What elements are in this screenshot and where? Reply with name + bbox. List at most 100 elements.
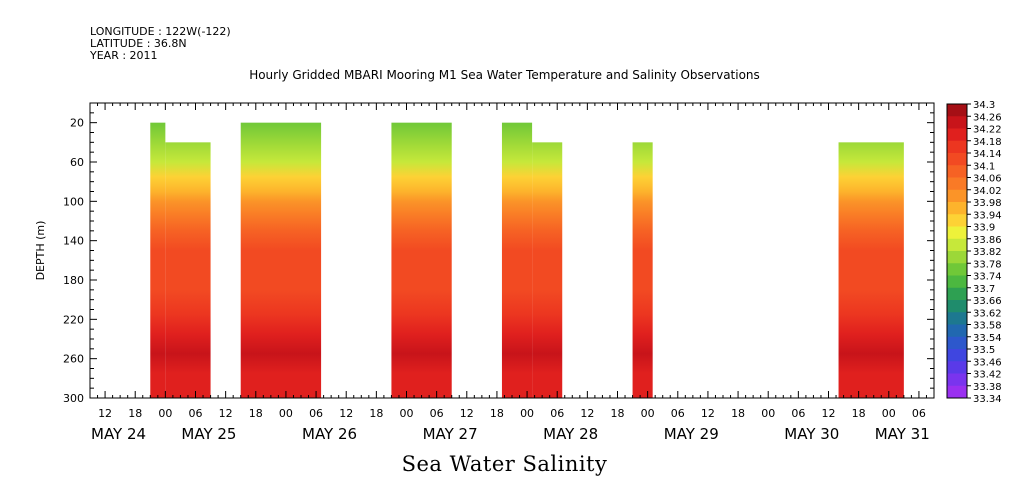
- salinity-block: [532, 142, 563, 398]
- x-tick-label: 12: [580, 407, 594, 420]
- x-tick-label: 00: [761, 407, 775, 420]
- x-tick-label: 18: [490, 407, 504, 420]
- x-tick-label: 18: [611, 407, 625, 420]
- x-tick-label: 18: [369, 407, 383, 420]
- colorbar-label: 33.78: [973, 259, 1002, 270]
- x-tick-label: 18: [249, 407, 263, 420]
- x-tick-label: 18: [128, 407, 142, 420]
- x-tick-label: 12: [701, 407, 715, 420]
- x-day-label: MAY 31: [875, 425, 930, 443]
- colorbar-swatch: [947, 251, 967, 264]
- colorbar-label: 33.7: [973, 284, 995, 295]
- x-axis-label: Sea Water Salinity: [401, 452, 608, 476]
- colorbar-swatch: [947, 287, 967, 301]
- colorbar-label: 34.26: [973, 112, 1002, 123]
- chart-title: Hourly Gridded MBARI Mooring M1 Sea Wate…: [249, 68, 760, 82]
- year-label: YEAR : 2011: [90, 49, 158, 62]
- colorbar-label: 33.42: [973, 370, 1002, 381]
- salinity-block: [391, 122, 452, 398]
- x-tick-label: 00: [400, 407, 414, 420]
- x-tick-label: 12: [822, 407, 836, 420]
- colorbar-swatch: [947, 116, 967, 129]
- y-tick-label: 220: [63, 313, 84, 326]
- colorbar-swatch: [947, 275, 967, 289]
- salinity-block: [632, 142, 653, 398]
- x-tick-label: 12: [339, 407, 353, 420]
- colorbar-label: 33.38: [973, 382, 1002, 393]
- colorbar-swatch: [947, 226, 967, 240]
- x-tick-label: 00: [279, 407, 293, 420]
- colorbar-label: 33.66: [973, 296, 1002, 307]
- colorbar-label: 33.46: [973, 357, 1002, 368]
- y-tick-label: 300: [63, 392, 84, 405]
- latitude-label: LATITUDE : 36.8N: [90, 37, 187, 50]
- colorbar-label: 34.02: [973, 186, 1002, 197]
- colorbar-label: 33.34: [973, 394, 1002, 405]
- x-tick-label: 06: [550, 407, 564, 420]
- colorbar-swatch: [947, 312, 967, 325]
- colorbar-label: 33.82: [973, 247, 1002, 258]
- y-tick-label: 100: [63, 195, 84, 208]
- x-day-label: MAY 30: [784, 425, 839, 443]
- colorbar-swatch: [947, 361, 967, 374]
- colorbar-label: 33.62: [973, 308, 1002, 319]
- colorbar-label: 34.3: [973, 100, 995, 111]
- x-day-label: MAY 28: [543, 425, 598, 443]
- salinity-block: [240, 122, 322, 398]
- colorbar-label: 33.94: [973, 210, 1002, 221]
- x-tick-label: 06: [671, 407, 685, 420]
- x-day-label: MAY 26: [302, 425, 357, 443]
- x-tick-label: 00: [520, 407, 534, 420]
- colorbar-swatch: [947, 263, 967, 276]
- x-tick-label: 00: [641, 407, 655, 420]
- x-tick-label: 06: [309, 407, 323, 420]
- colorbar-label: 33.9: [973, 223, 995, 234]
- colorbar-swatch: [947, 324, 967, 338]
- x-tick-label: 18: [852, 407, 866, 420]
- x-tick-label: 06: [912, 407, 926, 420]
- x-tick-label: 18: [731, 407, 745, 420]
- x-tick-label: 06: [791, 407, 805, 420]
- y-tick-label: 260: [63, 353, 84, 366]
- colorbar-swatch: [947, 153, 967, 166]
- colorbar-label: 33.98: [973, 198, 1002, 209]
- colorbar-swatch: [947, 349, 967, 362]
- x-tick-label: 06: [189, 407, 203, 420]
- salinity-block: [501, 122, 533, 398]
- x-tick-label: 12: [460, 407, 474, 420]
- y-tick-label: 20: [70, 117, 84, 130]
- colorbar-swatch: [947, 177, 967, 191]
- x-tick-label: 00: [158, 407, 172, 420]
- colorbar-label: 34.06: [973, 174, 1002, 185]
- colorbar-swatch: [947, 373, 967, 387]
- data-blocks: [150, 122, 904, 398]
- colorbar-swatch: [947, 189, 967, 203]
- colorbar-swatch: [947, 238, 967, 252]
- longitude-label: LONGITUDE : 122W(-122): [90, 25, 231, 38]
- salinity-block: [838, 142, 904, 398]
- salinity-block: [150, 122, 166, 398]
- colorbar-label: 33.86: [973, 235, 1002, 246]
- x-tick-label: 06: [430, 407, 444, 420]
- y-axis-label: DEPTH (m): [34, 221, 47, 281]
- colorbar-label: 33.58: [973, 321, 1002, 332]
- x-day-label: MAY 25: [181, 425, 236, 443]
- x-tick-label: 12: [98, 407, 112, 420]
- colorbar-label: 33.74: [973, 272, 1002, 283]
- colorbar-label: 34.18: [973, 137, 1002, 148]
- colorbar-swatch: [947, 336, 967, 350]
- colorbar-swatch: [947, 104, 967, 117]
- colorbar-label: 33.54: [973, 333, 1002, 344]
- colorbar-label: 34.22: [973, 125, 1002, 136]
- colorbar-swatch: [947, 128, 967, 142]
- x-day-label: MAY 24: [91, 425, 146, 443]
- colorbar-label: 34.1: [973, 161, 995, 172]
- colorbar-swatch: [947, 165, 967, 178]
- colorbar-swatch: [947, 385, 967, 399]
- colorbar-swatch: [947, 140, 967, 154]
- salinity-block: [165, 142, 211, 398]
- x-tick-label: 12: [219, 407, 233, 420]
- colorbar-label: 34.14: [973, 149, 1002, 160]
- x-tick-label: 00: [882, 407, 896, 420]
